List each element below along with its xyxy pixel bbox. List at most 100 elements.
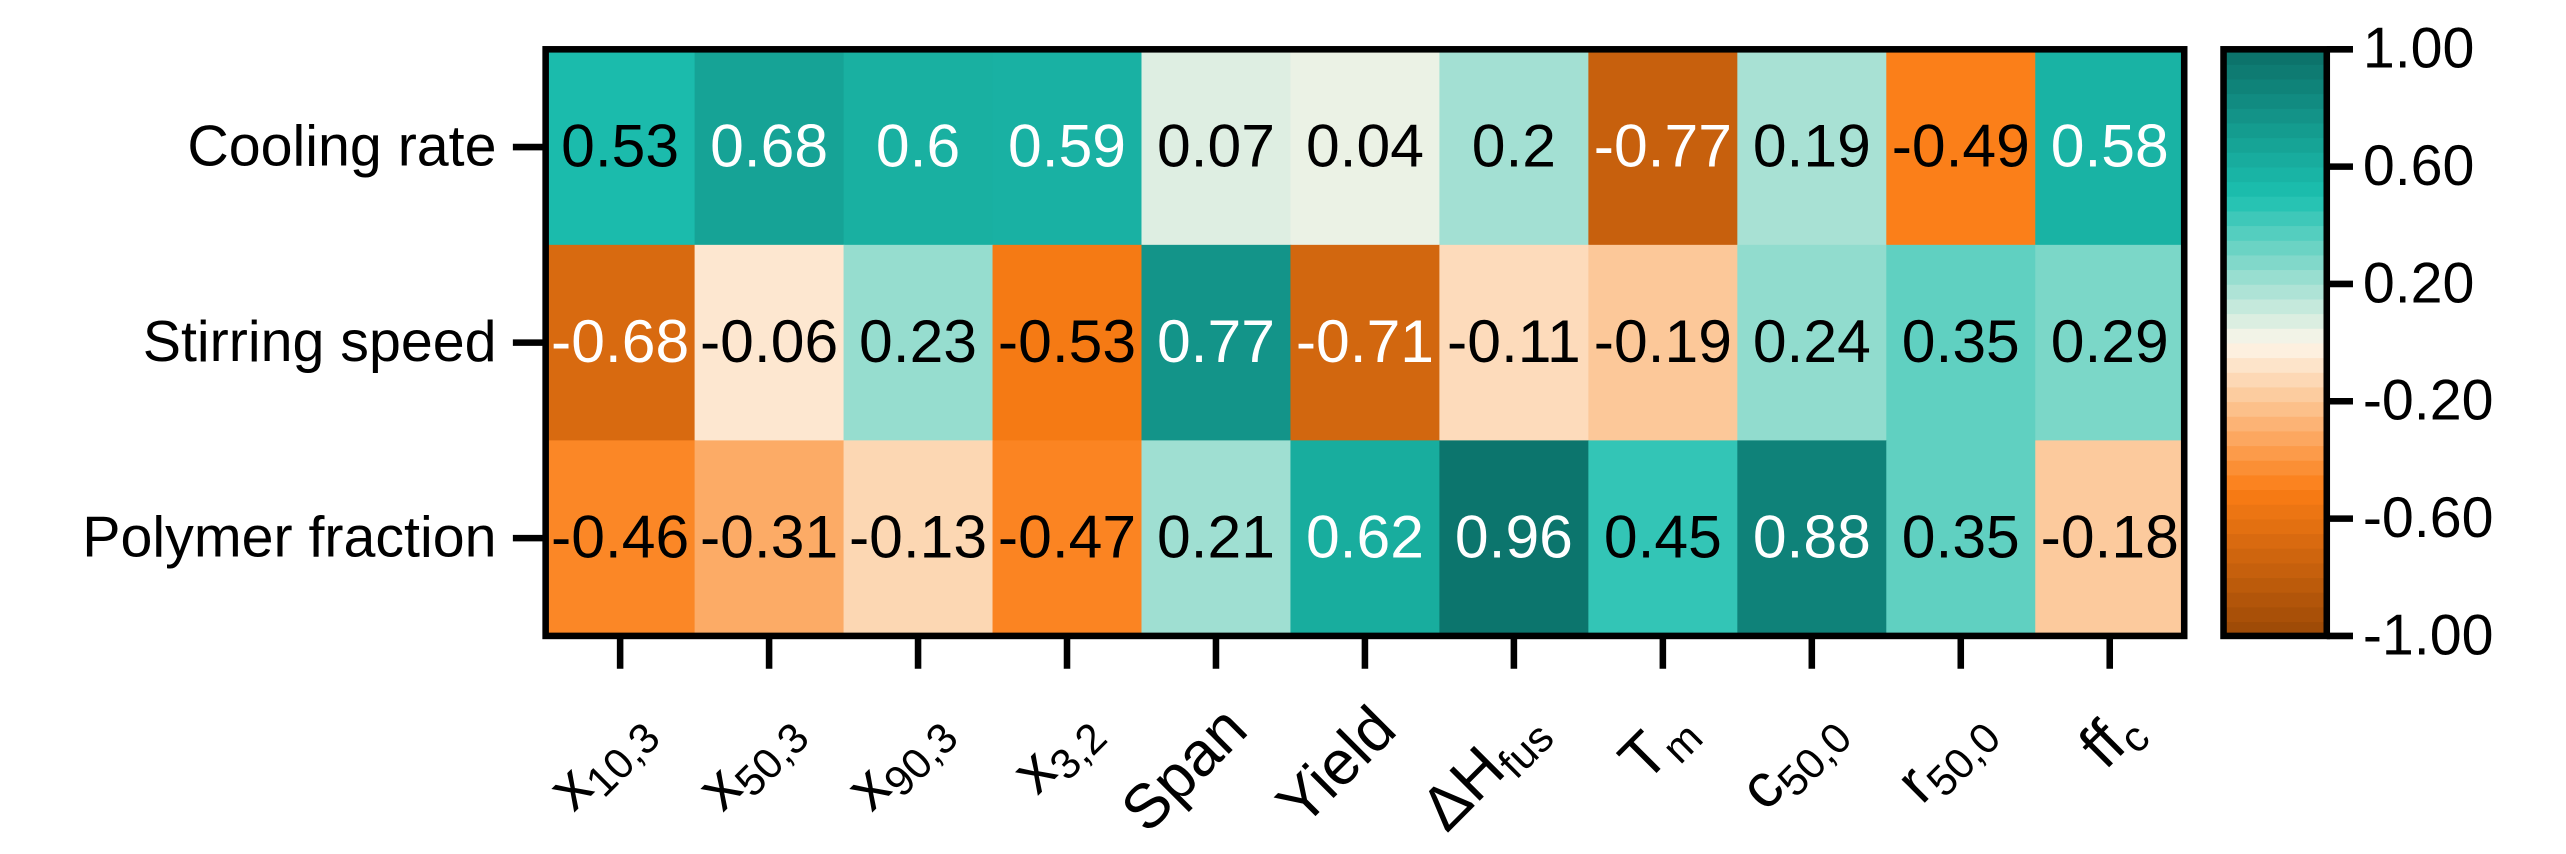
colorbar-band bbox=[2223, 166, 2327, 183]
colorbar-band bbox=[2223, 254, 2327, 271]
x-tick-label: Yield bbox=[1264, 694, 1409, 839]
colorbar-band bbox=[2223, 518, 2327, 535]
cell-value-label: 0.2 bbox=[1472, 111, 1556, 179]
heatmap-cell bbox=[694, 49, 845, 246]
heatmap-cell bbox=[694, 440, 845, 637]
colorbar-band bbox=[2223, 93, 2327, 109]
colorbar-band bbox=[2223, 210, 2327, 227]
heatmap-cell bbox=[1588, 244, 1739, 442]
x-tick-label: ΔHfus bbox=[1408, 694, 1563, 849]
cell-value-label: -0.11 bbox=[1447, 307, 1581, 375]
colorbar-band bbox=[2223, 122, 2327, 139]
cell-value-label: 0.6 bbox=[876, 111, 960, 179]
heatmap-cell bbox=[1290, 440, 1441, 637]
x-tick-label-main: Span bbox=[1109, 694, 1261, 846]
colorbar-band bbox=[2223, 269, 2327, 285]
cell-value-label: 0.21 bbox=[1157, 502, 1275, 570]
heatmap-cell bbox=[843, 49, 994, 246]
colorbar-band bbox=[2223, 577, 2327, 593]
cell-value-label: 0.62 bbox=[1306, 502, 1424, 570]
cell-value-label: 0.19 bbox=[1753, 111, 1871, 179]
colorbar-band bbox=[2223, 107, 2327, 124]
cell-value-label: 0.35 bbox=[1902, 502, 2020, 570]
heatmap-cell bbox=[1290, 244, 1441, 442]
heatmap-cell bbox=[694, 244, 845, 442]
cell-value-label: -0.31 bbox=[700, 502, 838, 570]
cell-value-label: -0.13 bbox=[849, 502, 987, 570]
heatmap-cell bbox=[545, 440, 696, 637]
heatmap-cell bbox=[1886, 244, 2037, 442]
cell-value-label: -0.47 bbox=[998, 502, 1136, 570]
heatmap-cell bbox=[2035, 49, 2186, 246]
heatmap-cell bbox=[1886, 49, 2037, 246]
x-tick-label: Tm bbox=[1607, 694, 1713, 800]
y-tick-label: Stirring speed bbox=[143, 310, 497, 374]
colorbar-band bbox=[2223, 357, 2327, 373]
cell-value-label: -0.06 bbox=[700, 307, 838, 375]
cell-value-label: 0.29 bbox=[2051, 307, 2169, 375]
cell-value-label: 0.45 bbox=[1604, 502, 1722, 570]
heatmap-cell bbox=[1886, 440, 2037, 637]
heatmap-cell bbox=[545, 49, 696, 246]
heatmap-cell bbox=[1588, 49, 1739, 246]
heatmap-cell bbox=[2035, 440, 2186, 637]
cell-value-label: -0.77 bbox=[1594, 111, 1732, 179]
colorbar-tick-label: -0.60 bbox=[2363, 486, 2494, 550]
heatmap-cell bbox=[545, 244, 696, 442]
heatmap-cell bbox=[1588, 440, 1739, 637]
cell-value-label: 0.23 bbox=[859, 307, 977, 375]
colorbar-band bbox=[2223, 137, 2327, 153]
colorbar-band bbox=[2223, 430, 2327, 447]
x-tick-label: x10,3 bbox=[535, 694, 670, 829]
colorbar-band bbox=[2223, 63, 2327, 80]
x-tick-label: x3,2 bbox=[999, 694, 1117, 812]
heatmap-cell bbox=[843, 244, 994, 442]
cell-value-label: 0.58 bbox=[2051, 111, 2169, 179]
colorbar-band bbox=[2223, 195, 2327, 212]
cell-value-label: -0.71 bbox=[1296, 307, 1434, 375]
colorbar-band bbox=[2223, 298, 2327, 315]
colorbar-tick-label: 0.20 bbox=[2363, 251, 2475, 315]
colorbar-border bbox=[2220, 46, 2331, 640]
cell-value-label: 0.35 bbox=[1902, 307, 2020, 375]
heatmap-cell bbox=[2035, 244, 2186, 442]
heatmap-cell bbox=[1439, 244, 1590, 442]
colorbar-band bbox=[2223, 283, 2327, 300]
heatmap-cell bbox=[1141, 440, 1292, 637]
heatmap-cell bbox=[992, 49, 1143, 246]
colorbar-band bbox=[2223, 533, 2327, 549]
heatmap-cell bbox=[843, 440, 994, 637]
cell-value-label: 0.68 bbox=[710, 111, 828, 179]
x-tick-label: x90,3 bbox=[833, 694, 968, 829]
cell-value-label: -0.46 bbox=[551, 502, 689, 570]
colorbar-band bbox=[2223, 225, 2327, 241]
colorbar-band bbox=[2223, 342, 2327, 359]
cell-value-label: -0.68 bbox=[551, 307, 689, 375]
heatmap-cell bbox=[1737, 440, 1888, 637]
heatmap-cell bbox=[992, 244, 1143, 442]
colorbar-band bbox=[2223, 474, 2327, 491]
y-tick-label: Cooling rate bbox=[187, 114, 496, 178]
colorbar-band bbox=[2223, 489, 2327, 505]
cell-value-label: 0.88 bbox=[1753, 502, 1871, 570]
cell-value-label: -0.18 bbox=[2041, 502, 2179, 570]
colorbar-band bbox=[2223, 78, 2327, 95]
colorbar-band bbox=[2223, 327, 2327, 344]
cell-value-label: 0.24 bbox=[1753, 307, 1871, 375]
heatmap-cell bbox=[1290, 49, 1441, 246]
colorbar-band bbox=[2223, 371, 2327, 388]
colorbar-tick-label: -0.20 bbox=[2363, 369, 2494, 433]
cell-value-label: 0.96 bbox=[1455, 502, 1573, 570]
colorbar-band bbox=[2223, 181, 2327, 197]
colorbar-band bbox=[2223, 151, 2327, 168]
cell-value-label: 0.53 bbox=[561, 111, 679, 179]
cell-value-label: 0.07 bbox=[1157, 111, 1275, 179]
colorbar-band bbox=[2223, 415, 2327, 432]
heatmap-cell bbox=[1141, 49, 1292, 246]
x-tick-label-main: Yield bbox=[1264, 694, 1409, 839]
cell-value-label: 0.59 bbox=[1008, 111, 1126, 179]
cell-value-label: 0.04 bbox=[1306, 111, 1424, 179]
x-tick-label: c50,0 bbox=[1727, 694, 1862, 829]
colorbar-band bbox=[2223, 386, 2327, 403]
